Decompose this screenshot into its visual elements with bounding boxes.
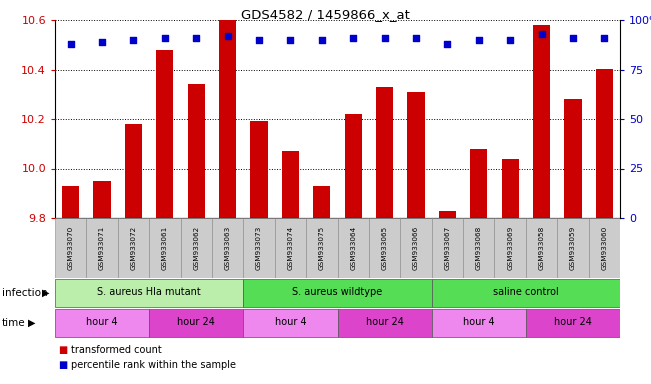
Bar [463,218,495,278]
Text: GSM933061: GSM933061 [162,226,168,270]
Bar [432,218,463,278]
Bar [501,159,519,218]
Bar [87,218,118,278]
Bar [313,186,331,218]
Text: GSM933069: GSM933069 [507,226,513,270]
Bar [376,87,393,218]
Text: GSM933068: GSM933068 [476,226,482,270]
Point [380,35,390,41]
Text: GSM933066: GSM933066 [413,226,419,270]
Bar [589,218,620,278]
Text: ■: ■ [58,360,68,370]
Text: GSM933060: GSM933060 [602,226,607,270]
Bar [251,121,268,218]
Bar [495,218,526,278]
Text: ■: ■ [58,345,68,355]
Point [223,33,233,39]
Bar [55,279,243,308]
Bar [187,84,205,218]
Text: S. aureus Hla mutant: S. aureus Hla mutant [97,287,201,297]
Point [473,37,484,43]
Point [128,37,139,43]
Text: GSM933074: GSM933074 [288,226,294,270]
Bar [149,218,180,278]
Text: GSM933071: GSM933071 [99,226,105,270]
Bar [432,279,620,308]
Text: GSM933067: GSM933067 [445,226,450,270]
Text: GSM933073: GSM933073 [256,226,262,270]
Bar [243,309,337,338]
Bar [369,218,400,278]
Point [159,35,170,41]
Point [254,37,264,43]
Text: transformed count: transformed count [71,345,162,355]
Text: S. aureus wildtype: S. aureus wildtype [292,287,383,297]
Bar [306,218,337,278]
Bar [156,50,174,218]
Point [536,31,547,37]
Text: time: time [2,318,25,328]
Bar [149,309,243,338]
Text: GSM933064: GSM933064 [350,226,356,270]
Point [316,37,327,43]
Point [66,41,76,47]
Bar [439,210,456,218]
Text: GSM933058: GSM933058 [538,226,544,270]
Bar [564,99,581,218]
Text: infection: infection [2,288,48,298]
Bar [282,151,299,218]
Text: GSM933059: GSM933059 [570,226,576,270]
Text: percentile rank within the sample: percentile rank within the sample [71,360,236,370]
Bar [275,218,306,278]
Text: hour 24: hour 24 [554,318,592,328]
Bar [62,186,79,218]
Text: hour 24: hour 24 [177,318,215,328]
Bar [432,309,526,338]
Bar [180,218,212,278]
Point [505,37,516,43]
Point [97,39,107,45]
Bar [94,181,111,218]
Bar [243,279,432,308]
Bar [526,309,620,338]
Bar [344,114,362,218]
Point [348,35,359,41]
Text: GSM933063: GSM933063 [225,226,230,270]
Bar [212,218,243,278]
Bar [400,218,432,278]
Bar [55,309,149,338]
Text: hour 4: hour 4 [275,318,306,328]
Bar [470,149,488,218]
Text: hour 4: hour 4 [463,318,495,328]
Point [442,41,452,47]
Text: hour 24: hour 24 [366,318,404,328]
Text: GSM933075: GSM933075 [319,226,325,270]
Bar [337,309,432,338]
Text: saline control: saline control [493,287,559,297]
Point [285,37,296,43]
Text: hour 4: hour 4 [87,318,118,328]
Bar [219,20,236,218]
Bar [557,218,589,278]
Point [411,35,421,41]
Point [191,35,201,41]
Bar [125,124,142,218]
Text: GSM933070: GSM933070 [68,226,74,270]
Text: ▶: ▶ [28,318,36,328]
Point [568,35,578,41]
Bar [596,70,613,218]
Bar [526,218,557,278]
Text: ▶: ▶ [42,288,49,298]
Text: GDS4582 / 1459866_x_at: GDS4582 / 1459866_x_at [241,8,410,21]
Bar [533,25,550,218]
Bar [408,92,424,218]
Bar [337,218,369,278]
Text: GSM933065: GSM933065 [381,226,387,270]
Bar [243,218,275,278]
Bar [118,218,149,278]
Point [599,35,609,41]
Bar [55,218,87,278]
Text: GSM933062: GSM933062 [193,226,199,270]
Text: GSM933072: GSM933072 [130,226,137,270]
